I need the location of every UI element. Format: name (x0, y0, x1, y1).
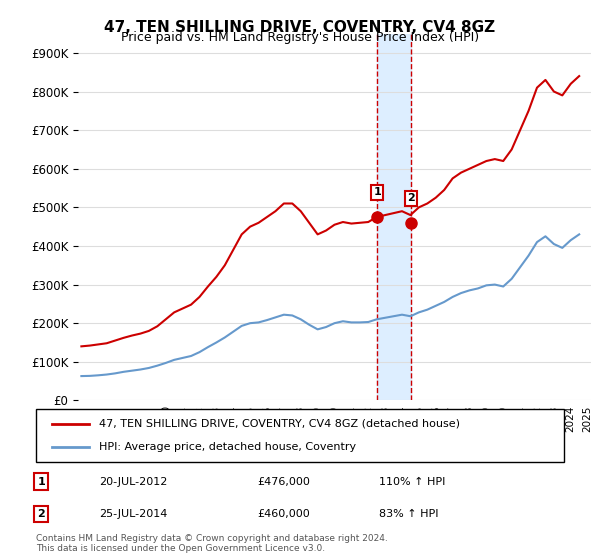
FancyBboxPatch shape (36, 409, 564, 462)
Text: £476,000: £476,000 (258, 477, 311, 487)
Text: 2: 2 (37, 509, 45, 519)
Text: 20-JUL-2012: 20-JUL-2012 (100, 477, 168, 487)
Text: HPI: Average price, detached house, Coventry: HPI: Average price, detached house, Cove… (100, 442, 356, 452)
Text: Price paid vs. HM Land Registry's House Price Index (HPI): Price paid vs. HM Land Registry's House … (121, 31, 479, 44)
Text: 25-JUL-2014: 25-JUL-2014 (100, 509, 168, 519)
Text: 110% ↑ HPI: 110% ↑ HPI (379, 477, 446, 487)
Text: £460,000: £460,000 (258, 509, 311, 519)
Bar (377, 34, 411, 400)
Text: 83% ↑ HPI: 83% ↑ HPI (379, 509, 439, 519)
Text: Contains HM Land Registry data © Crown copyright and database right 2024.
This d: Contains HM Land Registry data © Crown c… (36, 534, 388, 553)
Text: 47, TEN SHILLING DRIVE, COVENTRY, CV4 8GZ (detached house): 47, TEN SHILLING DRIVE, COVENTRY, CV4 8G… (100, 419, 460, 429)
Text: 1: 1 (37, 477, 45, 487)
Text: 47, TEN SHILLING DRIVE, COVENTRY, CV4 8GZ: 47, TEN SHILLING DRIVE, COVENTRY, CV4 8G… (104, 20, 496, 35)
Text: 2: 2 (407, 194, 415, 203)
Text: 1: 1 (373, 187, 381, 197)
